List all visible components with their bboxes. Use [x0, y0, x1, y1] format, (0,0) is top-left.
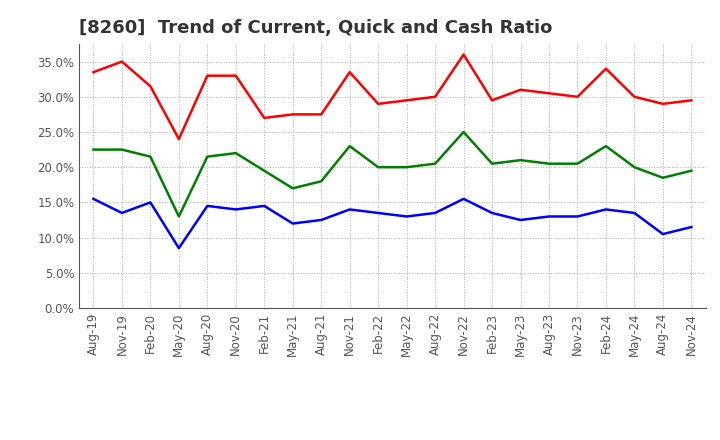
Cash Ratio — [431, 210, 439, 216]
Quick Ratio — [402, 165, 411, 170]
Current Ratio — [89, 70, 98, 75]
Cash Ratio — [146, 200, 155, 205]
Quick Ratio — [232, 150, 240, 156]
Quick Ratio — [289, 186, 297, 191]
Current Ratio — [317, 112, 325, 117]
Current Ratio — [573, 94, 582, 99]
Cash Ratio — [487, 210, 496, 216]
Current Ratio — [232, 73, 240, 78]
Cash Ratio — [232, 207, 240, 212]
Cash Ratio — [545, 214, 554, 219]
Current Ratio — [174, 136, 183, 142]
Cash Ratio — [174, 246, 183, 251]
Cash Ratio — [346, 207, 354, 212]
Current Ratio — [402, 98, 411, 103]
Cash Ratio — [516, 217, 525, 223]
Cash Ratio — [260, 203, 269, 209]
Quick Ratio — [117, 147, 126, 152]
Quick Ratio — [346, 143, 354, 149]
Current Ratio — [117, 59, 126, 64]
Quick Ratio — [659, 175, 667, 180]
Cash Ratio — [203, 203, 212, 209]
Current Ratio — [459, 52, 468, 57]
Quick Ratio — [516, 158, 525, 163]
Current Ratio — [630, 94, 639, 99]
Cash Ratio — [459, 196, 468, 202]
Cash Ratio — [289, 221, 297, 226]
Line: Current Ratio: Current Ratio — [94, 55, 691, 139]
Current Ratio — [659, 101, 667, 106]
Current Ratio — [545, 91, 554, 96]
Quick Ratio — [146, 154, 155, 159]
Quick Ratio — [487, 161, 496, 166]
Cash Ratio — [573, 214, 582, 219]
Quick Ratio — [89, 147, 98, 152]
Quick Ratio — [602, 143, 611, 149]
Cash Ratio — [317, 217, 325, 223]
Current Ratio — [346, 70, 354, 75]
Quick Ratio — [431, 161, 439, 166]
Line: Quick Ratio: Quick Ratio — [94, 132, 691, 216]
Cash Ratio — [117, 210, 126, 216]
Quick Ratio — [174, 214, 183, 219]
Quick Ratio — [687, 168, 696, 173]
Current Ratio — [203, 73, 212, 78]
Current Ratio — [374, 101, 382, 106]
Quick Ratio — [374, 165, 382, 170]
Cash Ratio — [402, 214, 411, 219]
Current Ratio — [260, 115, 269, 121]
Quick Ratio — [545, 161, 554, 166]
Quick Ratio — [630, 165, 639, 170]
Cash Ratio — [602, 207, 611, 212]
Current Ratio — [516, 87, 525, 92]
Current Ratio — [687, 98, 696, 103]
Text: [8260]  Trend of Current, Quick and Cash Ratio: [8260] Trend of Current, Quick and Cash … — [79, 19, 552, 37]
Cash Ratio — [89, 196, 98, 202]
Current Ratio — [487, 98, 496, 103]
Cash Ratio — [687, 224, 696, 230]
Quick Ratio — [317, 179, 325, 184]
Quick Ratio — [573, 161, 582, 166]
Current Ratio — [602, 66, 611, 71]
Line: Cash Ratio: Cash Ratio — [94, 199, 691, 248]
Current Ratio — [289, 112, 297, 117]
Cash Ratio — [374, 210, 382, 216]
Current Ratio — [146, 84, 155, 89]
Quick Ratio — [260, 168, 269, 173]
Cash Ratio — [659, 231, 667, 237]
Quick Ratio — [203, 154, 212, 159]
Quick Ratio — [459, 129, 468, 135]
Current Ratio — [431, 94, 439, 99]
Cash Ratio — [630, 210, 639, 216]
